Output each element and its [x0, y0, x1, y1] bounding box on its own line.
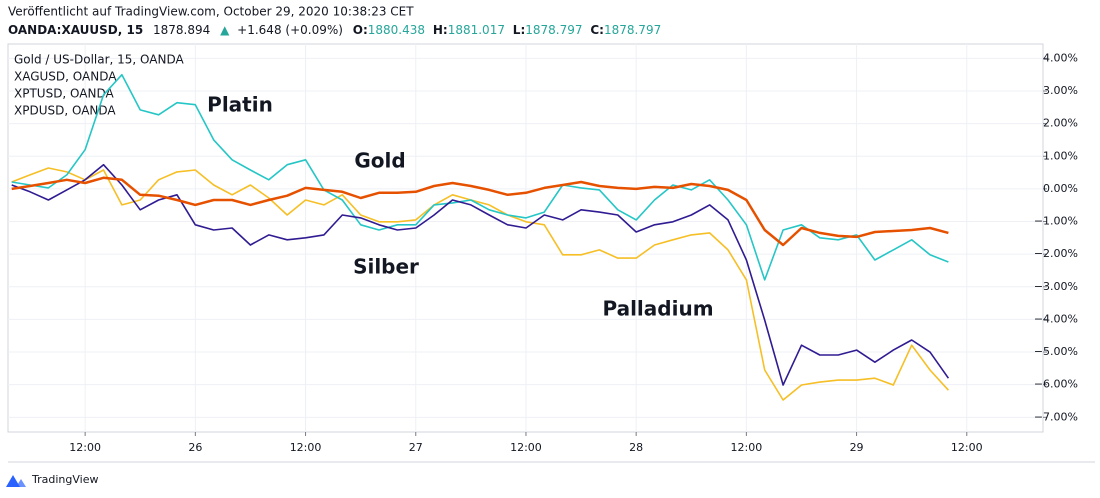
y-tick-label: −5.00%	[1034, 345, 1078, 358]
ohlc-line: OANDA:XAUUSD, 15 1878.894 ▲ +1.648 (+0.0…	[8, 23, 661, 37]
x-tick-label: 27	[409, 441, 423, 454]
l: 1878.797	[525, 23, 582, 37]
series-label: Platin	[207, 93, 273, 117]
legend-item: XPTUSD, OANDA	[14, 87, 115, 101]
legend-item: XAGUSD, OANDA	[14, 70, 117, 84]
x-tick-label: 26	[188, 441, 202, 454]
series-line	[11, 176, 949, 247]
y-tick-label: 1.00%	[1043, 149, 1078, 162]
x-tick-label: 28	[629, 441, 643, 454]
brand-logo	[6, 475, 26, 487]
published: Veröffentlicht auf TradingView.com, Octo…	[8, 5, 414, 19]
series-label: Gold	[354, 149, 405, 173]
c: 1878.797	[604, 23, 661, 37]
arrow: ▲	[220, 23, 230, 37]
y-tick-label: −6.00%	[1034, 378, 1078, 391]
h-label: H:	[433, 23, 448, 37]
x-tick-label: 29	[850, 441, 864, 454]
x-tick-label: 12:00	[731, 441, 763, 454]
y-tick-label: 0.00%	[1043, 182, 1078, 195]
y-tick-label: 4.00%	[1043, 51, 1078, 64]
legend-item: Gold / US-Dollar, 15, OANDA	[14, 53, 185, 67]
legend-item: XPDUSD, OANDA	[14, 104, 116, 118]
h: 1881.017	[448, 23, 505, 37]
x-tick-label: 12:00	[290, 441, 322, 454]
y-tick-label: −3.00%	[1034, 280, 1078, 293]
x-tick-label: 12:00	[951, 441, 983, 454]
o: 1880.438	[368, 23, 425, 37]
y-tick-label: 3.00%	[1043, 84, 1078, 97]
x-tick-label: 12:00	[510, 441, 542, 454]
series-label: Palladium	[602, 297, 713, 321]
c-label: C:	[590, 23, 604, 37]
change: +1.648 (+0.09%)	[237, 23, 343, 37]
series-line	[11, 73, 949, 281]
y-tick-label: −2.00%	[1034, 247, 1078, 260]
series-line	[11, 167, 949, 401]
y-tick-label: 2.00%	[1043, 117, 1078, 130]
x-tick-label: 12:00	[69, 441, 101, 454]
brand: TradingView	[31, 473, 98, 486]
y-tick-label: −1.00%	[1034, 215, 1078, 228]
last: 1878.894	[153, 23, 210, 37]
symbol: OANDA:XAUUSD, 15	[8, 23, 143, 37]
o-label: O:	[353, 23, 368, 37]
l-label: L:	[513, 23, 525, 37]
y-tick-label: −7.00%	[1034, 410, 1078, 423]
y-tick-label: −4.00%	[1034, 312, 1078, 325]
series-label: Silber	[353, 255, 419, 279]
